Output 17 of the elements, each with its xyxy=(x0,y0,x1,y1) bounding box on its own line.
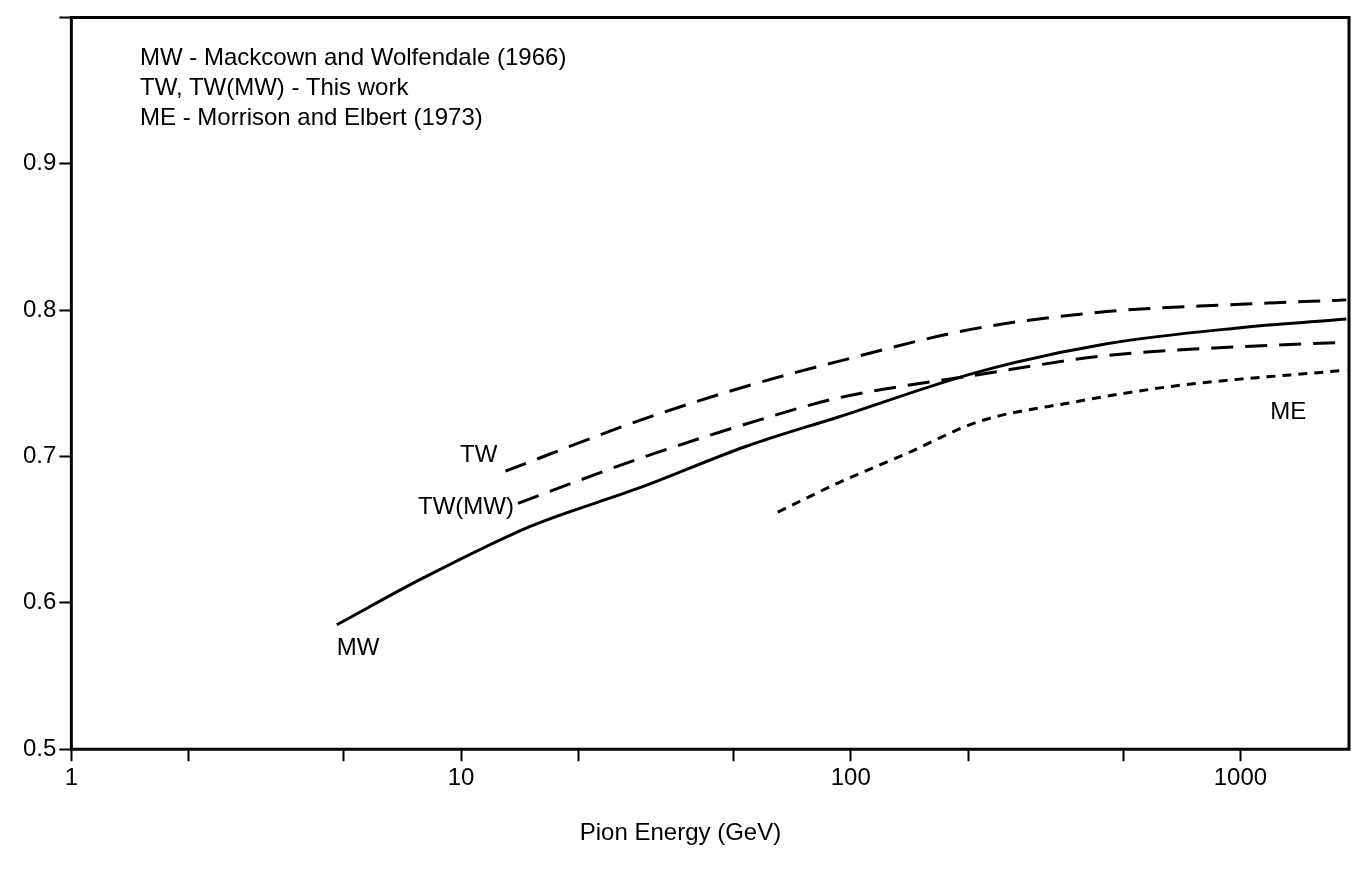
x-tick-label: 10 xyxy=(447,763,475,791)
y-tick-label: 0.8 xyxy=(22,294,57,322)
y-tick-label: 0.7 xyxy=(22,441,57,469)
annotation: TW, TW(MW) - This work xyxy=(140,72,410,102)
series-label: MW xyxy=(336,633,380,661)
series-label: ME xyxy=(1270,396,1307,424)
x-tick-label: 1 xyxy=(64,763,79,791)
y-tick-label: 0.9 xyxy=(22,148,57,176)
series-label: TW xyxy=(460,439,498,467)
y-tick-label: 0.5 xyxy=(22,733,57,761)
x-axis-title: Pion Energy (GeV) xyxy=(578,818,783,846)
y-tick-label: 0.6 xyxy=(22,587,57,615)
annotation: MW - Mackcown and Wolfendale (1966) xyxy=(140,42,567,72)
x-tick-label: 100 xyxy=(830,763,871,791)
series-label: TW(MW) xyxy=(418,491,514,519)
x-tick-label: 1000 xyxy=(1213,763,1268,791)
annotation: ME - Morrison and Elbert (1973) xyxy=(140,102,484,132)
